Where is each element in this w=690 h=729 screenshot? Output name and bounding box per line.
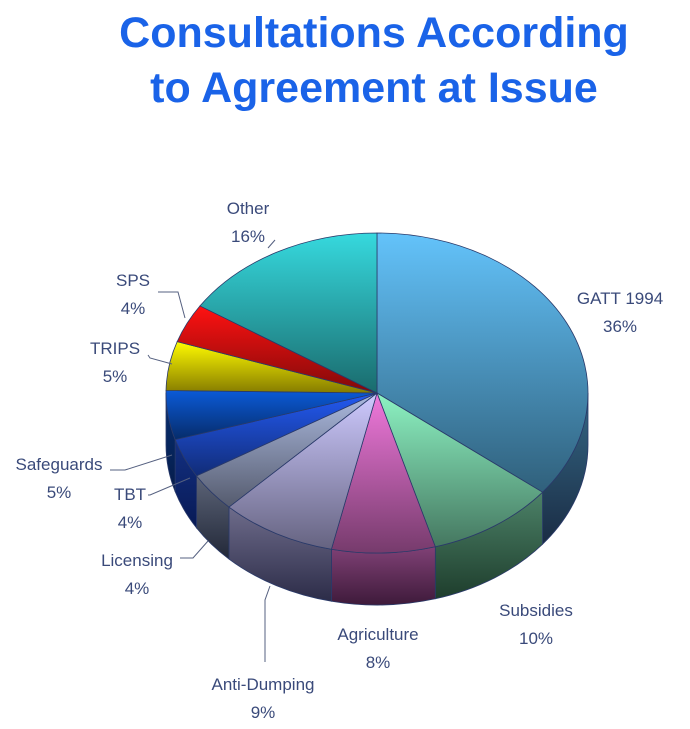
pie-side-agriculture bbox=[331, 546, 436, 606]
chart-title: Consultations According to Agreement at … bbox=[0, 6, 690, 116]
leader-line-licensing bbox=[180, 540, 209, 559]
slice-value-gatt-1994: 36% bbox=[603, 317, 637, 336]
chart-title-line-1: Consultations According bbox=[119, 9, 629, 57]
label-leader-lines bbox=[110, 239, 276, 662]
slice-label-tbt: TBT bbox=[114, 485, 146, 504]
pie-slices bbox=[165, 232, 589, 554]
slice-label-safeguards: Safeguards bbox=[16, 455, 103, 474]
pie-slice-gatt-1994 bbox=[376, 232, 589, 493]
leader-line-trips bbox=[147, 354, 173, 365]
pie-slice-other bbox=[199, 232, 378, 394]
slice-label-anti-dumping: Anti-Dumping bbox=[212, 675, 315, 694]
slice-value-safeguards: 5% bbox=[47, 483, 72, 502]
pie-sides bbox=[165, 392, 589, 606]
slice-value-tbt: 4% bbox=[118, 513, 143, 532]
slice-value-sps: 4% bbox=[121, 299, 146, 318]
slice-labels: GATT 1994 36% Subsidies 10% Agriculture 8% Ant… bbox=[16, 199, 664, 722]
slice-label-trips: TRIPS bbox=[90, 339, 140, 358]
slice-value-anti-dumping: 9% bbox=[251, 703, 276, 722]
slice-value-subsidies: 10% bbox=[519, 629, 553, 648]
slice-label-subsidies: Subsidies bbox=[499, 601, 573, 620]
leader-line-other bbox=[267, 239, 276, 249]
slice-value-other: 16% bbox=[231, 227, 265, 246]
leader-line-sps bbox=[158, 291, 186, 319]
slice-label-gatt-1994: GATT 1994 bbox=[577, 289, 663, 308]
slice-value-trips: 5% bbox=[103, 367, 128, 386]
pie-slice-subsidies bbox=[376, 392, 544, 548]
slice-value-agriculture: 8% bbox=[366, 653, 391, 672]
chart-title-line-2: to Agreement at Issue bbox=[150, 64, 598, 112]
leader-line-anti-dumping bbox=[264, 585, 271, 662]
leader-line-safeguards bbox=[110, 454, 173, 471]
slice-label-licensing: Licensing bbox=[101, 551, 173, 570]
slice-label-other: Other bbox=[227, 199, 270, 218]
slice-value-licensing: 4% bbox=[125, 579, 150, 598]
pie-slice-anti-dumping bbox=[228, 391, 378, 550]
slice-label-sps: SPS bbox=[116, 271, 150, 290]
leader-line-tbt bbox=[148, 477, 191, 496]
pie-slice-agriculture bbox=[330, 391, 436, 554]
slice-label-agriculture: Agriculture bbox=[337, 625, 418, 644]
